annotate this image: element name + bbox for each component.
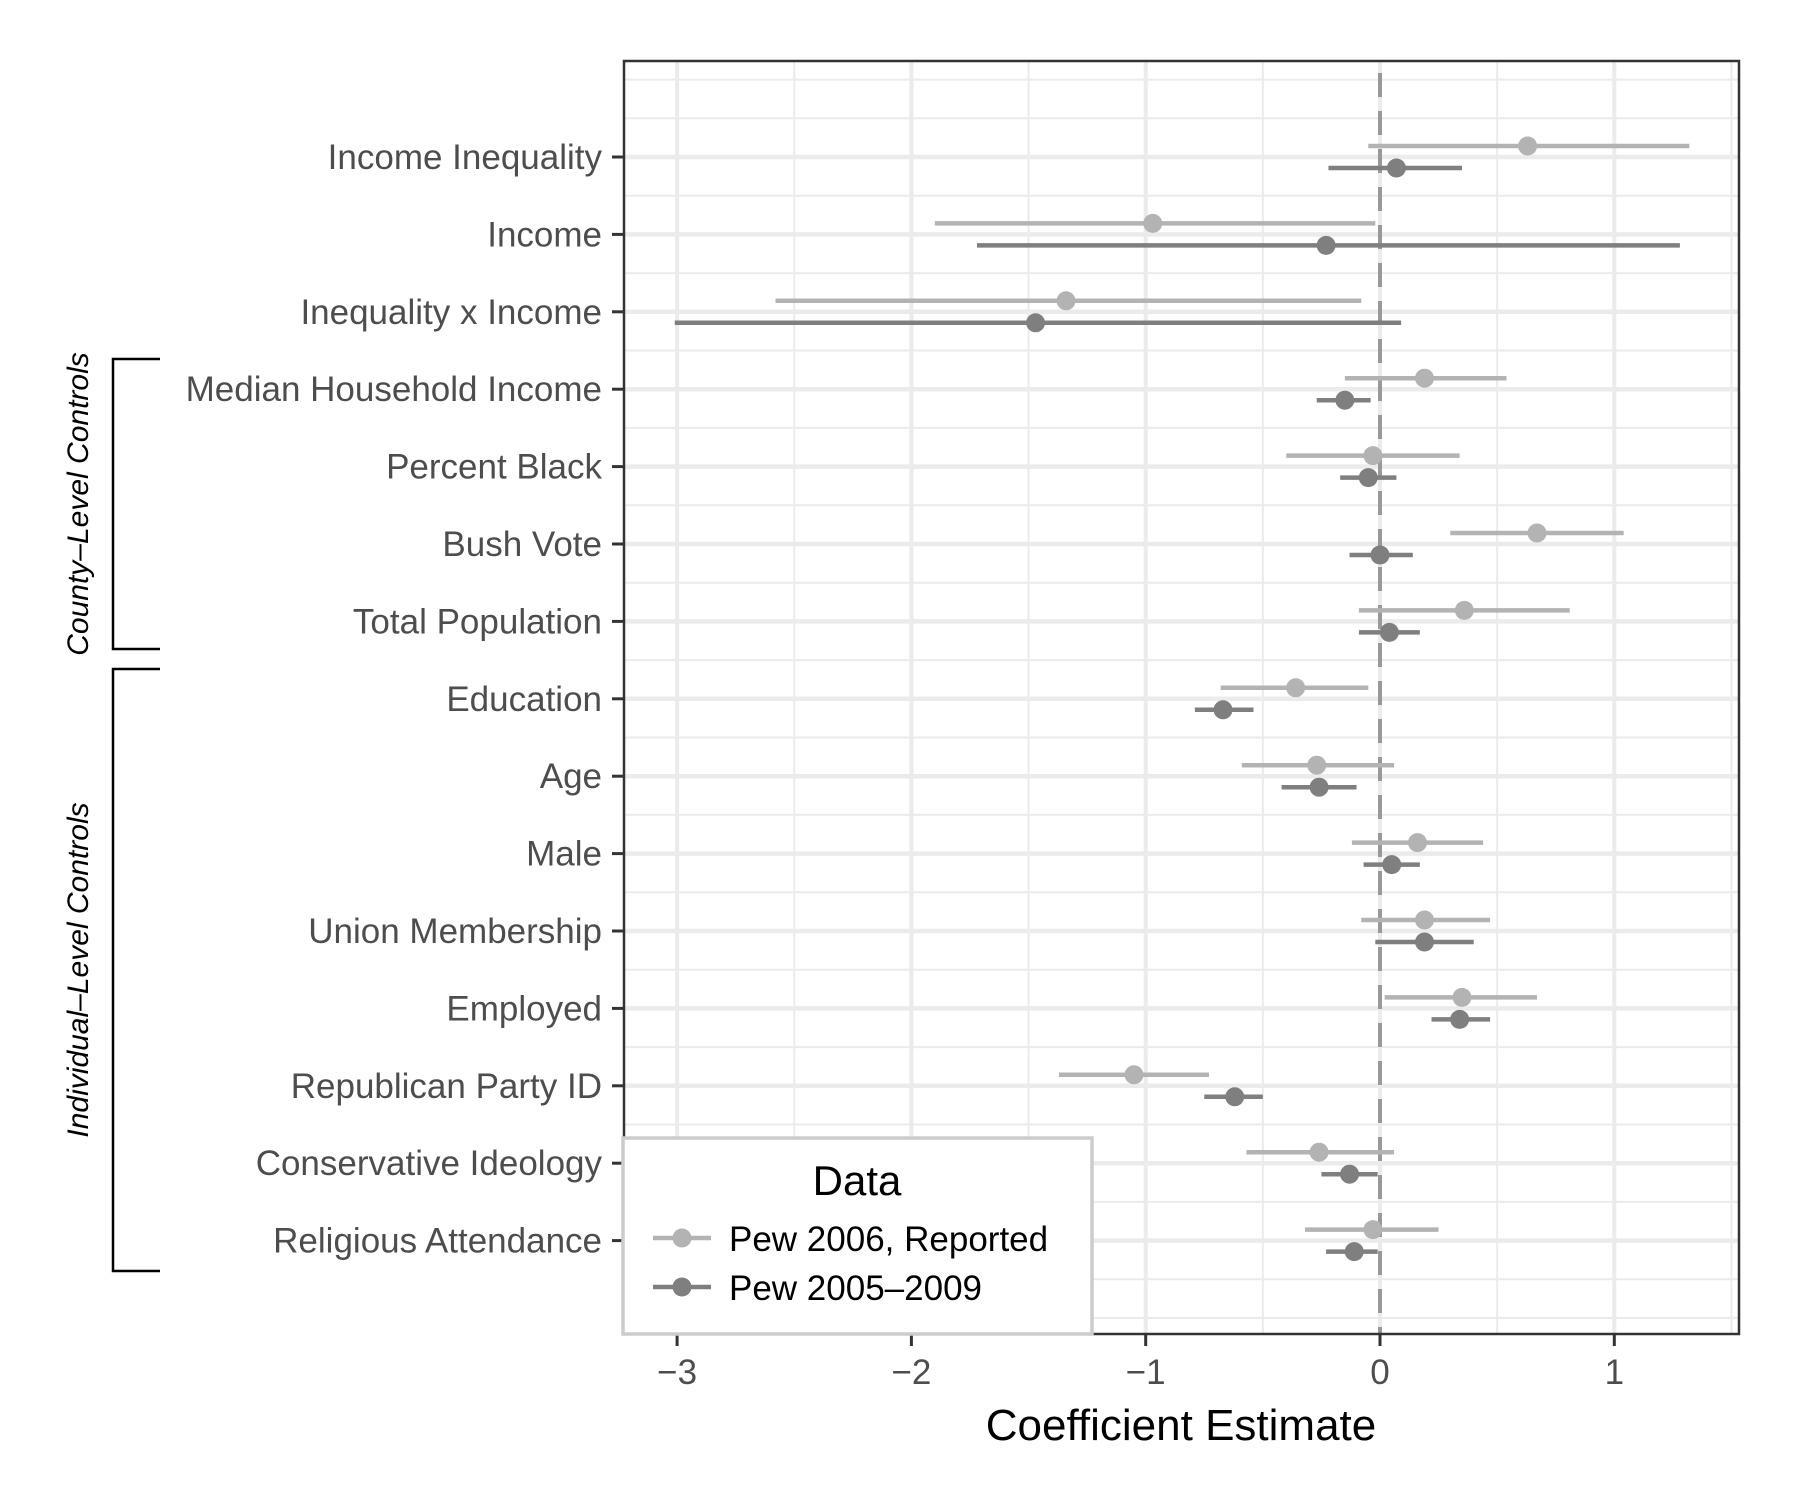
group-brackets: County–Level Controls Individual–Level Co… xyxy=(62,352,160,1273)
estimate-point xyxy=(1415,368,1435,388)
x-tick-label: 1 xyxy=(1605,1353,1624,1392)
y-tick-label: Republican Party ID xyxy=(291,1067,602,1106)
x-axis-title: Coefficient Estimate xyxy=(986,1401,1376,1450)
y-tick-label: Employed xyxy=(446,989,602,1028)
bracket-line xyxy=(111,357,160,651)
estimate-point xyxy=(1363,446,1383,466)
y-tick-label: Income xyxy=(487,215,602,254)
y-tick-label: Male xyxy=(526,835,602,874)
estimate-point xyxy=(1382,855,1402,875)
estimate-point xyxy=(1527,523,1547,543)
y-tick-label: Income Inequality xyxy=(328,138,603,177)
estimate-point xyxy=(1056,291,1076,311)
legend-key-point xyxy=(672,1228,692,1248)
estimate-point xyxy=(1450,1009,1470,1029)
group-label: Individual–Level Controls xyxy=(62,802,95,1137)
y-tick-label: Education xyxy=(446,680,602,719)
estimate-point xyxy=(1307,755,1327,775)
estimate-point xyxy=(1344,1242,1364,1262)
y-tick-label: Median Household Income xyxy=(186,370,602,409)
estimate-point xyxy=(1213,700,1233,720)
legend-label: Pew 2006, Reported xyxy=(729,1220,1048,1259)
legend-item-reported[interactable]: Pew 2006, Reported xyxy=(653,1220,1048,1259)
estimate-point xyxy=(1358,468,1378,488)
y-tick-label: Age xyxy=(540,757,602,796)
bracket-line xyxy=(111,667,160,1273)
series-reported xyxy=(775,136,1690,1240)
estimate-point xyxy=(1407,833,1427,853)
estimate-point xyxy=(1452,987,1472,1007)
y-tick-label: Religious Attendance xyxy=(273,1222,602,1261)
x-tick-label: −3 xyxy=(657,1353,697,1392)
legend-item-pooled[interactable]: Pew 2005–2009 xyxy=(653,1269,982,1308)
y-tick-label: Total Population xyxy=(353,602,602,641)
legend: Data Pew 2006, Reported Pew 2005–2009 xyxy=(621,1136,1094,1336)
estimate-point xyxy=(1225,1087,1245,1107)
major-gridlines xyxy=(624,61,1739,1334)
x-tick-label: −1 xyxy=(1126,1353,1166,1392)
estimate-point xyxy=(1124,1065,1144,1085)
legend-key-point xyxy=(672,1277,692,1297)
estimate-point xyxy=(1386,158,1406,178)
y-axis: Income Inequality Income Inequality x Inco… xyxy=(186,138,624,1261)
estimate-point xyxy=(1340,1164,1360,1184)
series-pooled xyxy=(674,158,1680,1262)
legend-title: Data xyxy=(813,1157,902,1204)
group-label: County–Level Controls xyxy=(62,352,95,656)
estimate-point xyxy=(1026,313,1046,333)
legend-label: Pew 2005–2009 xyxy=(729,1269,982,1308)
estimate-point xyxy=(1316,235,1336,255)
estimate-point xyxy=(1415,910,1435,930)
estimate-point xyxy=(1143,213,1163,233)
estimate-point xyxy=(1379,622,1399,642)
data-marks xyxy=(674,136,1690,1262)
estimate-point xyxy=(1363,1220,1383,1240)
y-tick-label: Inequality x Income xyxy=(300,293,602,332)
x-tick-label: −2 xyxy=(891,1353,931,1392)
group-bracket: County–Level Controls xyxy=(62,352,160,656)
group-bracket: Individual–Level Controls xyxy=(62,667,160,1273)
estimate-point xyxy=(1286,678,1306,698)
estimate-point xyxy=(1335,390,1355,410)
estimate-point xyxy=(1370,545,1390,565)
estimate-point xyxy=(1454,600,1474,620)
y-tick-label: Bush Vote xyxy=(442,525,602,564)
estimate-point xyxy=(1309,1142,1329,1162)
estimate-point xyxy=(1309,777,1329,797)
minor-gridlines xyxy=(624,61,1739,1334)
x-tick-label: 0 xyxy=(1370,1353,1389,1392)
estimate-point xyxy=(1518,136,1538,156)
y-tick-label: Conservative Ideology xyxy=(256,1144,603,1183)
x-axis: −3 −2 −1 0 1 xyxy=(657,1334,1624,1392)
y-tick-label: Percent Black xyxy=(386,448,602,487)
estimate-point xyxy=(1415,932,1435,952)
y-tick-label: Union Membership xyxy=(308,912,602,951)
